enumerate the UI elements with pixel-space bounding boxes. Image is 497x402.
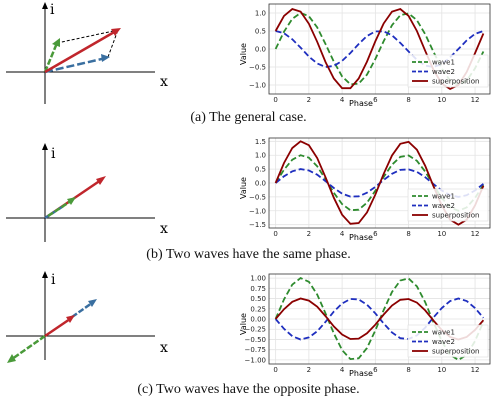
y-tick-label: 1.5 — [255, 138, 266, 146]
y-axis-arrowhead — [42, 143, 48, 150]
x-tick-label: 12 — [471, 230, 480, 238]
x-tick-label: 8 — [406, 96, 410, 104]
caption-b: (b) Two waves have the same phase. — [146, 247, 351, 262]
vector-superposition-arrow — [44, 29, 117, 74]
y-tick-label: −1.0 — [249, 207, 266, 215]
x-tick-label: 8 — [406, 366, 410, 374]
x-tick-label: 2 — [307, 366, 311, 374]
legend-label-wave1: wave1 — [432, 329, 455, 337]
series-line-superposition — [274, 7, 485, 91]
vector-wave1-arrow — [47, 199, 72, 218]
vector-wave2-arrow — [44, 56, 107, 74]
y-tick-label: 0.00 — [250, 316, 266, 324]
x-tick-label: 10 — [437, 230, 446, 238]
y-tick-label: −0.5 — [249, 64, 266, 72]
wave-chart-c: Value Phase 0 2 4 6 8 10 12 1.00 0.75 0.50 0.25 0.0… — [239, 273, 491, 378]
vector-wave1-arrowhead — [67, 197, 76, 205]
y-tick-label: −1.00 — [245, 356, 266, 364]
y-tick-label: 1.00 — [250, 275, 266, 283]
legend-label-wave2: wave2 — [432, 202, 455, 210]
vector-superposition-arrowhead — [66, 315, 75, 323]
x-tick-label: 2 — [307, 96, 311, 104]
vector-diagram-a: i x — [6, 2, 168, 104]
y-tick-label: 0.0 — [255, 46, 266, 54]
x-tick-label: 8 — [406, 230, 410, 238]
x-tick-label: 4 — [340, 366, 345, 374]
legend-label-superposition: superposition — [432, 212, 479, 220]
x-axis-label: Phase — [349, 99, 373, 108]
y-tick-label: −0.25 — [245, 326, 266, 334]
y-tick-label: 0.75 — [250, 285, 266, 293]
wave-chart-a: Value Phase 0 2 4 6 8 10 12 1.0 0.5 0.0 −0.5 −1.0 wa… — [239, 3, 491, 108]
y-tick-label: 0.25 — [250, 305, 266, 313]
vector-wave1-arrowhead — [52, 38, 60, 47]
vector-axis-label-x: x — [160, 221, 168, 237]
y-axis-arrowhead — [42, 2, 48, 9]
parallelogram-edge-top — [56, 29, 119, 44]
vector-axis-label-i: i — [51, 272, 56, 288]
x-tick-label: 10 — [437, 96, 446, 104]
y-tick-label: 1.0 — [255, 10, 266, 18]
figure-panel-c: i x Value Phase 0 2 4 6 8 10 12 1.00 0.75 0.50 0.2… — [0, 270, 497, 402]
y-tick-label: −1.0 — [249, 82, 266, 90]
y-tick-label: 0.50 — [250, 295, 266, 303]
vector-axis-label-i: i — [50, 2, 55, 18]
wave-chart-b: Value Phase 0 2 4 6 8 10 12 1.5 1.0 0.5 0.0 −0.5 −1.… — [239, 137, 491, 242]
y-tick-label: 1.0 — [255, 152, 266, 160]
legend-label-wave2: wave2 — [432, 338, 455, 346]
y-tick-label: 0.5 — [255, 166, 266, 174]
legend-label-wave2: wave2 — [432, 68, 455, 76]
figure-panel-b: i x Value Phase 0 2 4 6 8 10 12 1.5 1.0 0.5 0.0 −0.… — [0, 134, 497, 264]
caption-a: (a) The general case. — [190, 110, 307, 125]
x-axis-label: Phase — [349, 233, 373, 242]
legend-label-wave1: wave1 — [432, 59, 455, 67]
x-tick-label: 4 — [340, 96, 345, 104]
x-tick-label: 12 — [471, 96, 480, 104]
x-tick-label: 6 — [373, 230, 378, 238]
vector-wave1-arrow — [11, 334, 46, 361]
x-axis-label: Phase — [349, 369, 373, 378]
vector-diagram-b: i x — [6, 143, 168, 242]
y-axis-label: Value — [239, 177, 248, 199]
plot-frame — [268, 3, 491, 95]
vector-axis-label-x: x — [160, 74, 168, 90]
vector-axis-label-x: x — [160, 340, 168, 356]
legend-label-wave1: wave1 — [432, 193, 455, 201]
y-axis-arrowhead — [42, 271, 48, 278]
x-tick-label: 0 — [273, 96, 277, 104]
y-axis-label: Value — [239, 313, 248, 335]
vector-superposition-arrow — [44, 317, 71, 338]
figure-panel-a: i x Value Phase 0 2 4 6 8 10 12 1.0 0.5 0.0 −0.5 −1… — [0, 0, 497, 130]
vector-wave1-arrowhead — [7, 354, 16, 363]
vector-wave2-arrowhead — [88, 299, 97, 307]
vector-wave1-arrow — [43, 42, 59, 73]
y-tick-label: 0.0 — [255, 180, 266, 188]
y-tick-label: −0.50 — [245, 336, 266, 344]
plot-frame — [268, 273, 491, 365]
y-tick-label: 0.5 — [255, 28, 266, 36]
y-axis-label: Value — [239, 43, 248, 65]
vector-superposition-arrowhead — [96, 176, 106, 185]
vector-diagram-c: i x — [6, 271, 168, 363]
x-tick-label: 2 — [307, 230, 311, 238]
x-tick-label: 0 — [273, 230, 277, 238]
x-tick-label: 0 — [273, 366, 277, 374]
y-tick-label: −0.5 — [249, 193, 266, 201]
x-tick-label: 10 — [437, 366, 446, 374]
y-tick-label: −1.5 — [249, 221, 266, 229]
vector-wave2-arrow — [71, 301, 93, 319]
x-tick-label: 6 — [373, 96, 378, 104]
x-tick-label: 12 — [471, 366, 480, 374]
vector-superposition-arrowhead — [111, 28, 121, 36]
x-tick-label: 4 — [340, 230, 345, 238]
legend-label-superposition: superposition — [432, 78, 479, 86]
caption-c: (c) Two waves have the opposite phase. — [137, 382, 360, 397]
plot-frame — [268, 137, 491, 229]
x-tick-label: 6 — [373, 366, 378, 374]
vector-axis-label-i: i — [51, 146, 56, 162]
y-tick-label: −0.75 — [245, 346, 266, 354]
legend-label-superposition: superposition — [432, 348, 479, 356]
vector-wave2-arrowhead — [101, 54, 110, 62]
